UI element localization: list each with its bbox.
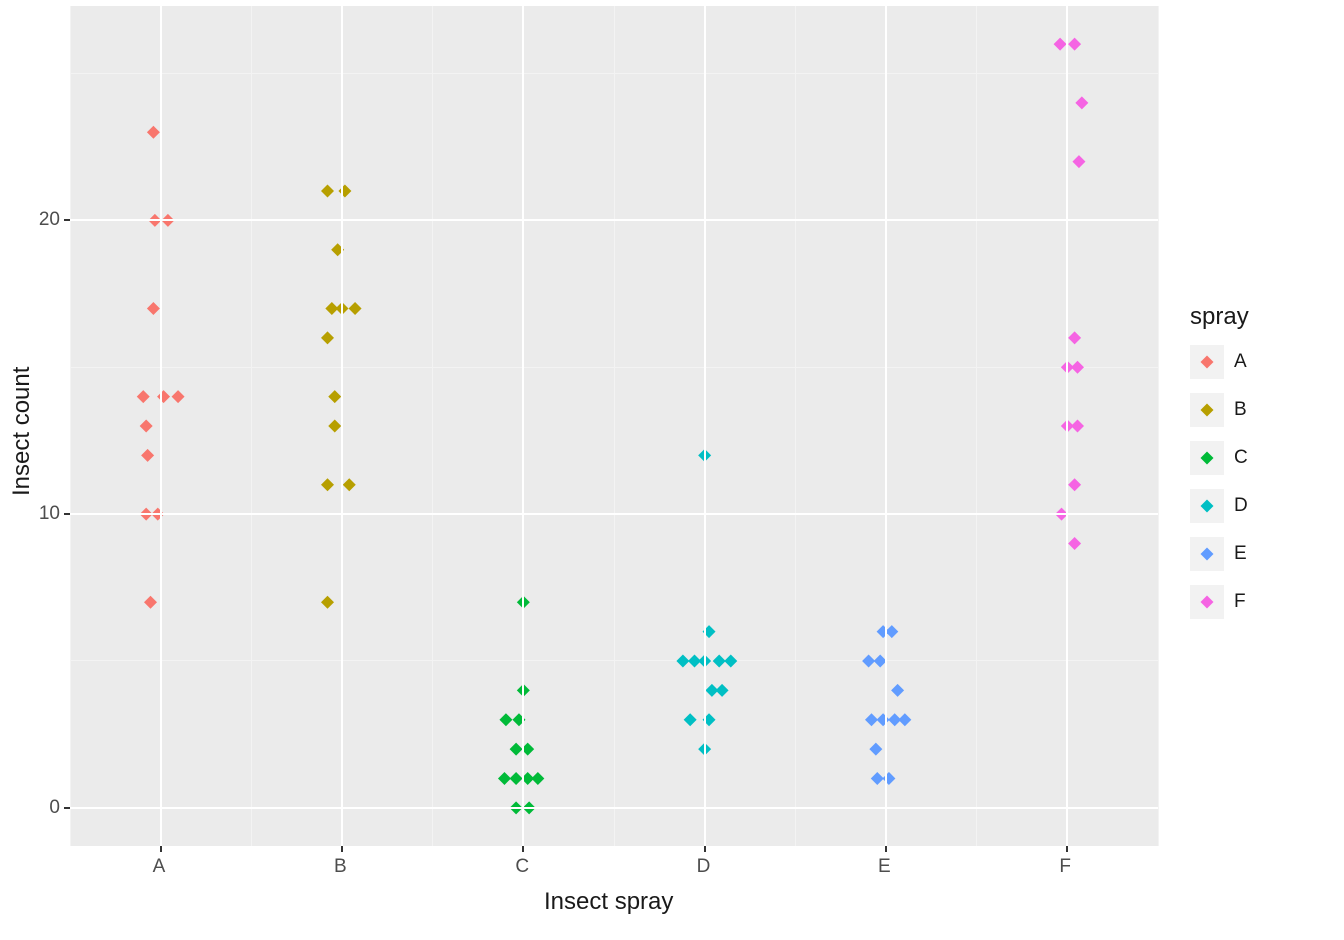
x-tick-mark: [885, 846, 887, 852]
x-tick-label: A: [153, 856, 166, 878]
x-tick-label: E: [878, 856, 891, 878]
y-tick-mark: [64, 219, 70, 221]
grid-minor-v: [70, 6, 71, 846]
x-tick-mark: [160, 846, 162, 852]
x-tick-mark: [341, 846, 343, 852]
legend-key-icon: [1190, 537, 1224, 571]
grid-minor-v: [1158, 6, 1159, 846]
y-axis-title: Insect count: [8, 367, 36, 496]
legend-label: F: [1234, 591, 1246, 613]
grid-minor-v: [976, 6, 977, 846]
x-tick-mark: [522, 846, 524, 852]
grid-minor-v: [432, 6, 433, 846]
x-tick-mark: [1066, 846, 1068, 852]
x-tick-label: F: [1059, 856, 1071, 878]
legend-label: E: [1234, 543, 1247, 565]
x-tick-label: D: [697, 856, 711, 878]
legend-key-icon: [1190, 393, 1224, 427]
x-tick-label: C: [515, 856, 529, 878]
grid-minor-h: [70, 660, 1158, 661]
y-tick-label: 20: [39, 209, 60, 231]
legend-key-icon: [1190, 345, 1224, 379]
grid-major-v: [160, 6, 162, 846]
legend-label: A: [1234, 351, 1247, 373]
grid-major-v: [522, 6, 524, 846]
legend-label: D: [1234, 495, 1248, 517]
grid-major-v: [1066, 6, 1068, 846]
x-tick-label: B: [334, 856, 347, 878]
y-tick-mark: [64, 513, 70, 515]
x-axis-title: Insect spray: [544, 888, 673, 916]
grid-major-v: [885, 6, 887, 846]
y-tick-label: 10: [39, 503, 60, 525]
chart-container: Insect count Insect spray spray 0 10 20 A B C…: [0, 0, 1344, 940]
grid-minor-h: [70, 367, 1158, 368]
grid-minor-v: [795, 6, 796, 846]
grid-major-h: [70, 807, 1158, 809]
y-tick-label: 0: [49, 797, 60, 819]
grid-major-h: [70, 219, 1158, 221]
grid-minor-h: [70, 73, 1158, 74]
legend-label: C: [1234, 447, 1248, 469]
y-tick-mark: [64, 807, 70, 809]
x-tick-mark: [704, 846, 706, 852]
grid-major-h: [70, 513, 1158, 515]
legend-key-icon: [1190, 441, 1224, 475]
legend-key-icon: [1190, 585, 1224, 619]
grid-major-v: [704, 6, 706, 846]
legend-title: spray: [1190, 303, 1249, 331]
grid-major-v: [341, 6, 343, 846]
grid-minor-v: [614, 6, 615, 846]
grid-minor-v: [251, 6, 252, 846]
legend-key-icon: [1190, 489, 1224, 523]
legend-label: B: [1234, 399, 1247, 421]
